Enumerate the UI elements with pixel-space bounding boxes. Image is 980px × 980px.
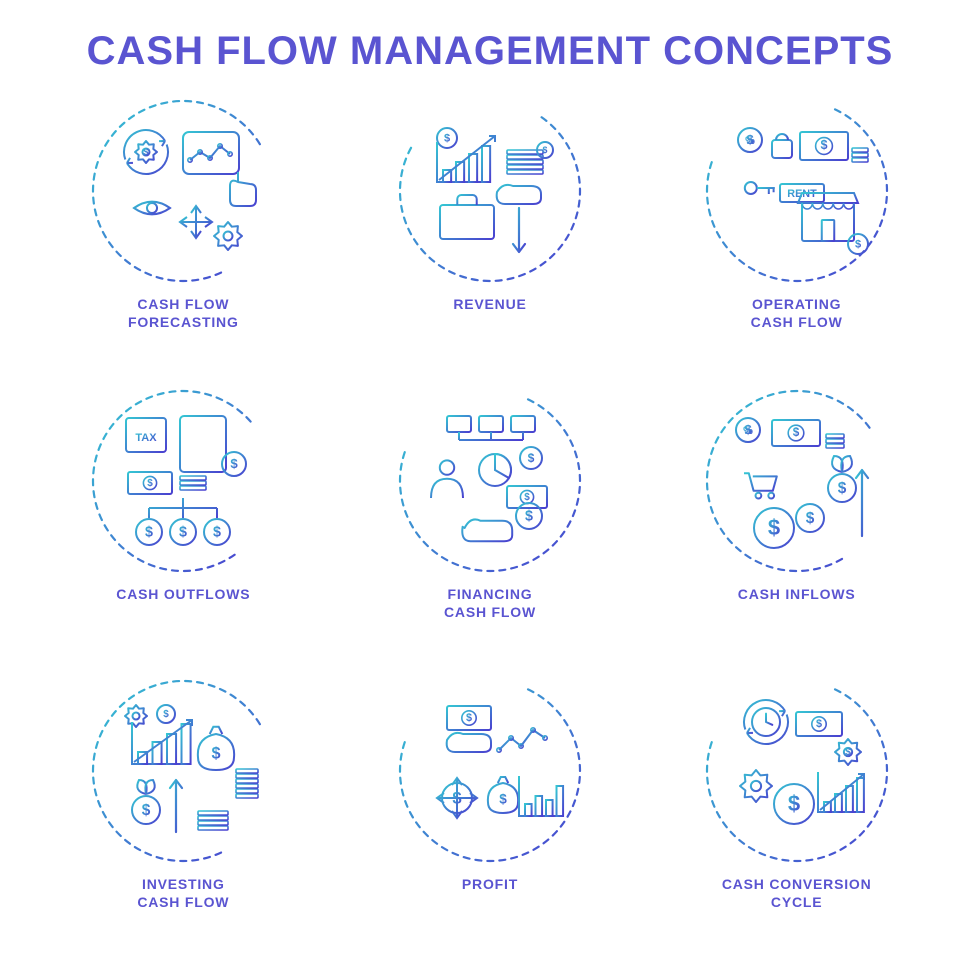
label-financing: FINANCING CASH FLOW bbox=[444, 586, 536, 621]
label-operating: OPERATING CASH FLOW bbox=[751, 296, 843, 331]
label-conversion: CASH CONVERSION CYCLE bbox=[722, 876, 872, 911]
label-outflows: CASH OUTFLOWS bbox=[116, 586, 250, 604]
svg-text:$: $ bbox=[768, 515, 780, 540]
svg-text:TAX: TAX bbox=[136, 432, 158, 444]
icon-inflows: $%$$$$ bbox=[702, 386, 892, 576]
svg-text:$: $ bbox=[231, 456, 239, 471]
svg-text:$: $ bbox=[543, 145, 548, 155]
label-investing: INVESTING CASH FLOW bbox=[137, 876, 229, 911]
cell-revenue: $$ REVENUE bbox=[357, 96, 624, 360]
icon-financing: $ $ $ bbox=[395, 386, 585, 576]
cell-operating: $%$RENT$ OPERATING CASH FLOW bbox=[663, 96, 930, 360]
svg-text:$: $ bbox=[164, 709, 170, 720]
svg-text:$: $ bbox=[855, 239, 861, 251]
cell-financing: $ $ $ FINANCING CASH FLOW bbox=[357, 386, 624, 650]
svg-text:%: % bbox=[745, 135, 755, 147]
icon-forecasting: $ bbox=[88, 96, 278, 286]
cell-outflows: TAX $ $ $ $ $ CASH OUTFLOWS bbox=[50, 386, 317, 650]
svg-text:$: $ bbox=[805, 510, 814, 527]
svg-text:$: $ bbox=[466, 712, 472, 724]
svg-text:$: $ bbox=[145, 525, 153, 541]
svg-text:$: $ bbox=[528, 451, 535, 465]
icon-revenue: $$ bbox=[395, 96, 585, 286]
cell-inflows: $%$$$$ CASH INFLOWS bbox=[663, 386, 930, 650]
svg-text:$: $ bbox=[144, 147, 149, 157]
cell-conversion: $ $ $ CASH CONVERSION CYCLE bbox=[663, 676, 930, 940]
icon-investing: $ $ $ bbox=[88, 676, 278, 866]
svg-text:$: $ bbox=[816, 718, 822, 730]
icon-operating: $%$RENT$ bbox=[702, 96, 892, 286]
icon-conversion: $ $ $ bbox=[702, 676, 892, 866]
svg-text:$: $ bbox=[792, 426, 799, 439]
svg-text:$: $ bbox=[142, 802, 151, 819]
page-title: CASH FLOW MANAGEMENT CONCEPTS bbox=[87, 28, 894, 74]
svg-text:$: $ bbox=[212, 744, 221, 762]
label-forecasting: CASH FLOW FORECASTING bbox=[128, 296, 239, 331]
svg-text:$: $ bbox=[820, 138, 827, 152]
label-profit: PROFIT bbox=[462, 876, 518, 894]
svg-text:$: $ bbox=[499, 791, 507, 806]
svg-text:$: $ bbox=[148, 478, 154, 489]
cell-profit: $ $ $ PROFIT bbox=[357, 676, 624, 940]
svg-text:%: % bbox=[743, 425, 753, 437]
svg-text:$: $ bbox=[524, 492, 530, 503]
icon-profit: $ $ $ bbox=[395, 676, 585, 866]
svg-text:$: $ bbox=[525, 509, 533, 525]
svg-text:$: $ bbox=[452, 789, 461, 807]
label-revenue: REVENUE bbox=[453, 296, 526, 314]
cell-investing: $ $ $ INVESTING CASH FLOW bbox=[50, 676, 317, 940]
svg-text:$: $ bbox=[837, 480, 846, 497]
svg-text:$: $ bbox=[845, 747, 851, 758]
label-inflows: CASH INFLOWS bbox=[738, 586, 856, 604]
svg-text:$: $ bbox=[213, 525, 221, 541]
svg-text:$: $ bbox=[444, 133, 450, 145]
concept-grid: $ CASH FLOW FORECASTING $$ REVENUE $%$RE… bbox=[50, 96, 930, 940]
svg-text:$: $ bbox=[179, 525, 187, 541]
icon-outflows: TAX $ $ $ $ $ bbox=[88, 386, 278, 576]
svg-text:$: $ bbox=[788, 791, 800, 816]
cell-forecasting: $ CASH FLOW FORECASTING bbox=[50, 96, 317, 360]
